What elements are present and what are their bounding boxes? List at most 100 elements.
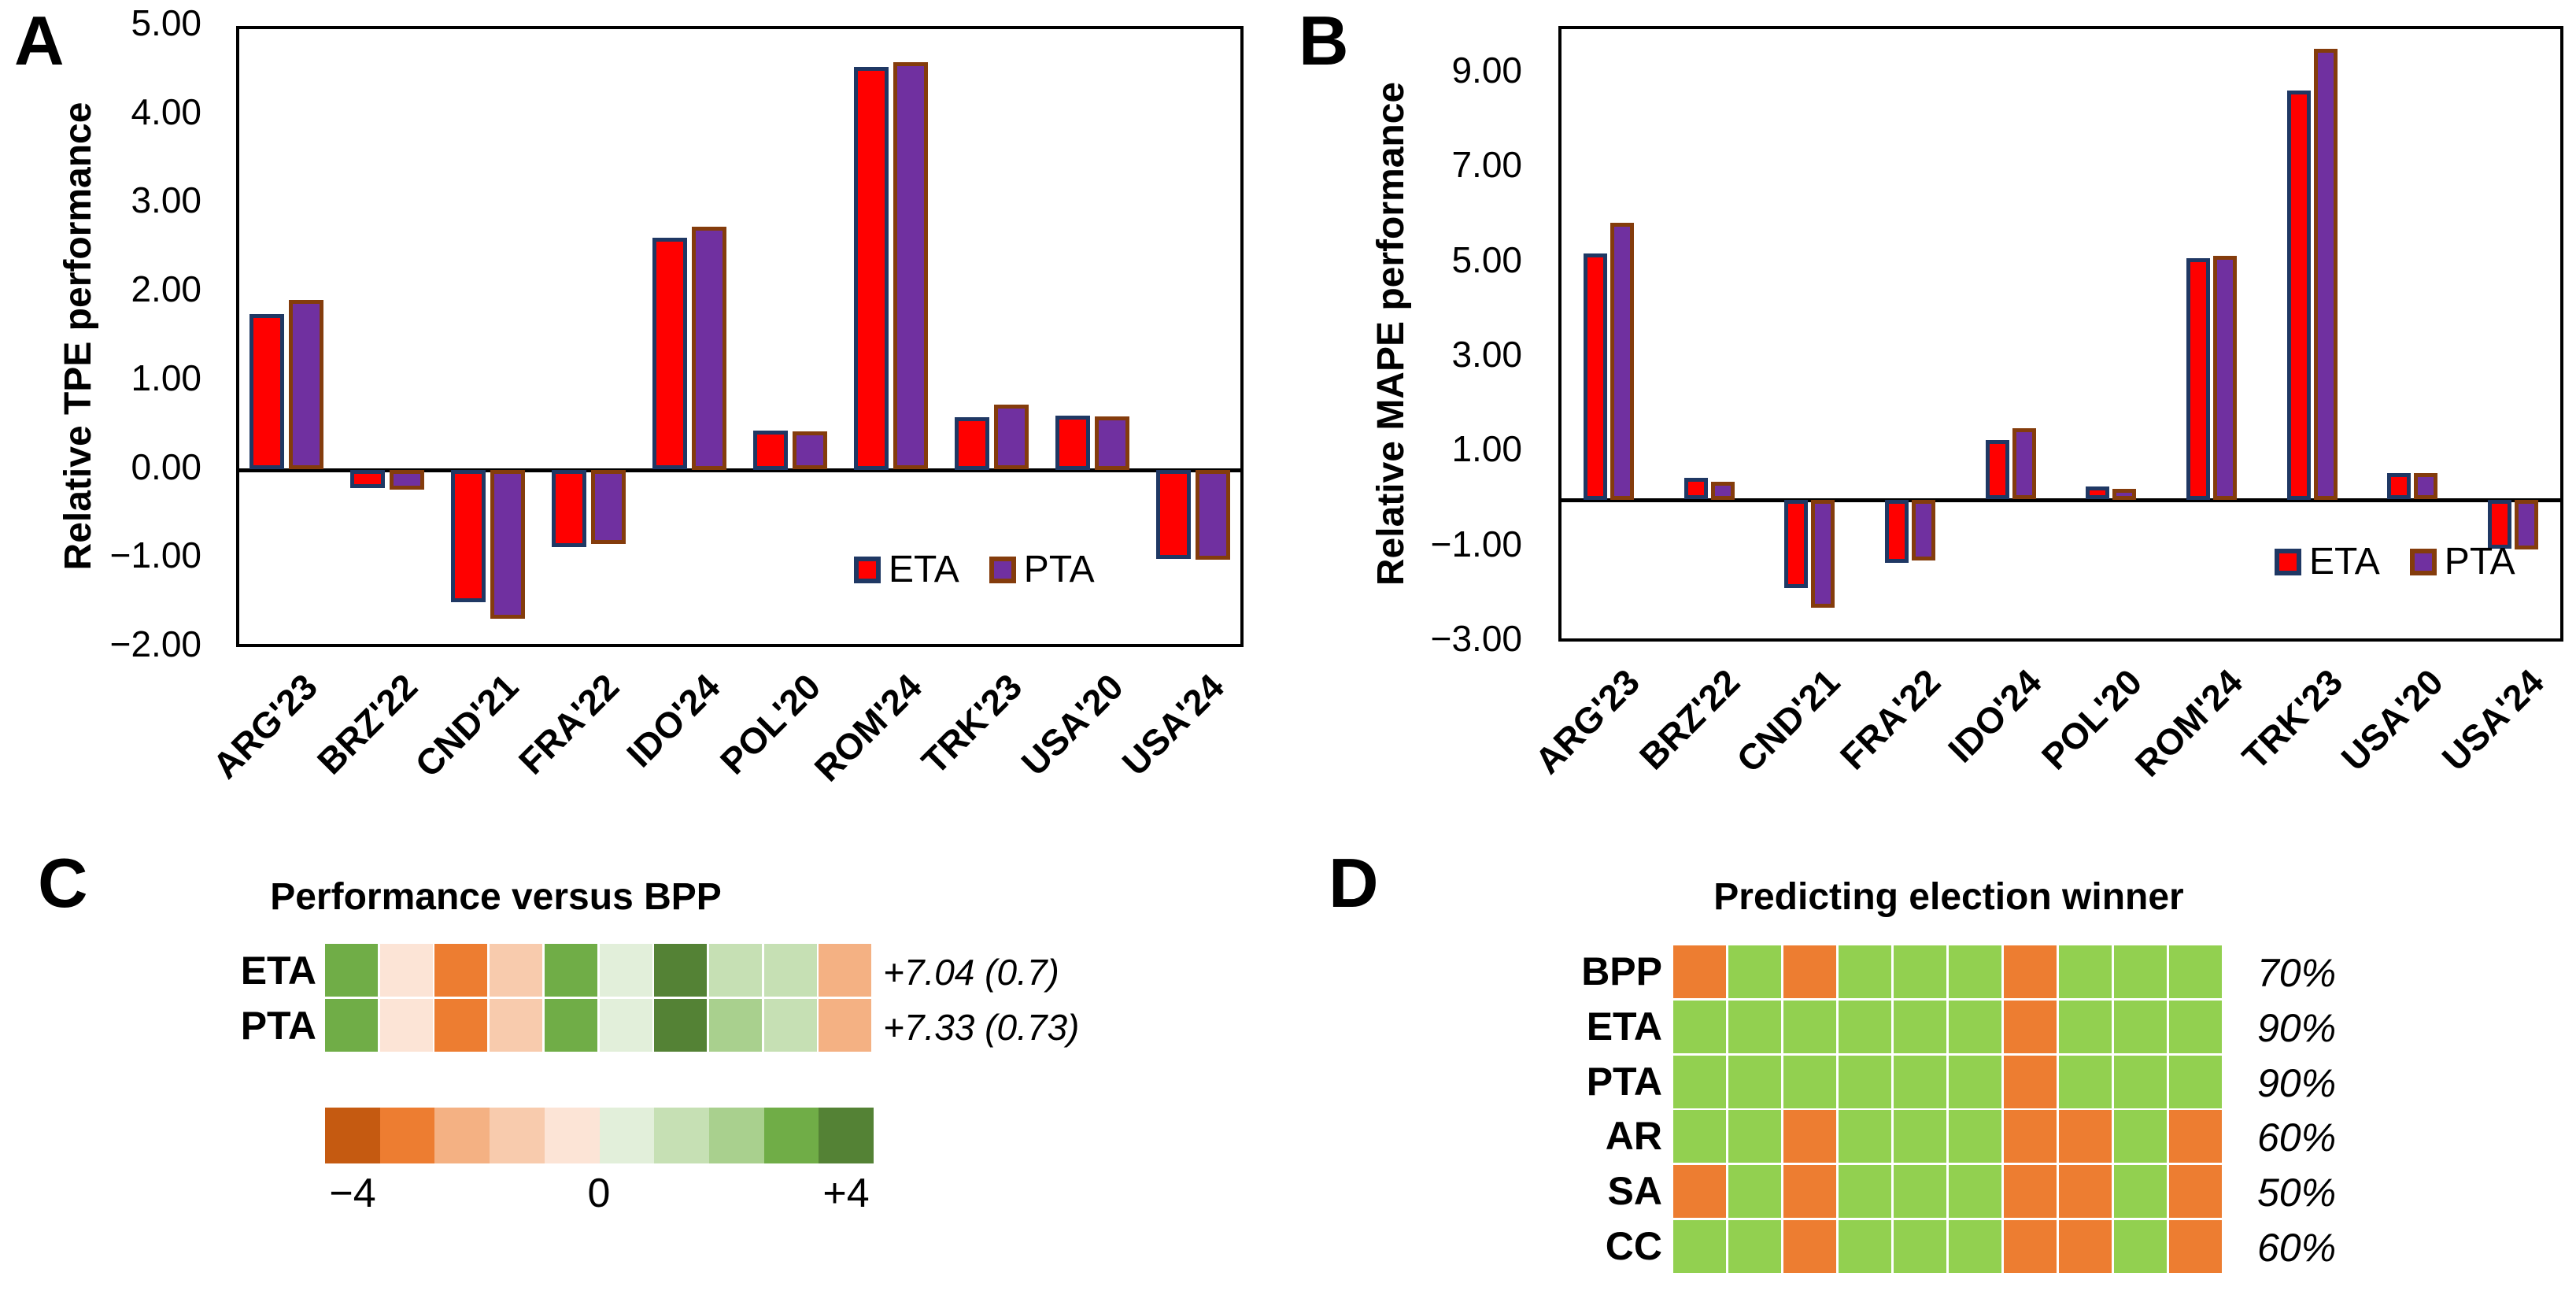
heatmap-d-cell [2004, 1056, 2057, 1108]
colorbar-tick-label: 0 [587, 1171, 611, 1216]
heatmap-d-cell [2169, 945, 2222, 998]
x-tick-label: FRA'22 [511, 665, 627, 782]
bar-ETA-ARG'23 [249, 314, 284, 469]
y-tick-label: −1.00 [109, 535, 201, 575]
legend-swatch-PTA [989, 557, 1016, 583]
bar-PTA-ARG'23 [1610, 223, 1634, 500]
heatmap-d-cell [1894, 1056, 1946, 1108]
x-tick-label: CND'21 [1728, 660, 1848, 781]
heatmap-c-cell [764, 944, 817, 997]
colorbar-cell [654, 1108, 709, 1163]
panel-d-letter: D [1329, 844, 1379, 922]
heatmap-d-cell [2169, 1001, 2222, 1053]
y-tick-label: −1.00 [1430, 523, 1522, 564]
heatmap-d-cell [2004, 1165, 2057, 1218]
colorbar-cell [764, 1108, 819, 1163]
x-tick-label: FRA'22 [1832, 660, 1949, 778]
colorbar-cell [434, 1108, 490, 1163]
bar-PTA-IDO'24 [2012, 428, 2036, 499]
heatmap-c-cell [819, 944, 871, 997]
y-tick-label: 3.00 [1451, 334, 1522, 375]
heatmap-d-cell [2059, 1110, 2112, 1163]
heatmap-d-cell [1728, 1001, 1781, 1053]
bar-ETA-IDO'24 [652, 238, 687, 469]
heatmap-d-cell [2059, 945, 2112, 998]
heatmap-c-cell [709, 944, 762, 997]
plot-frame-b [1558, 26, 2563, 642]
heatmap-d-cell [2059, 1056, 2112, 1108]
heatmap-c-cell [600, 999, 652, 1052]
heatmap-d-cell [1728, 1165, 1781, 1218]
heatmap-d-cell [1783, 1001, 1836, 1053]
bar-ETA-FRA'22 [552, 470, 586, 547]
legend-swatch-ETA [2275, 549, 2301, 575]
heatmap-d-cell [2114, 1110, 2167, 1163]
heatmap-d-cell [2114, 1056, 2167, 1108]
heatmap-d-row-label: SA [1607, 1169, 1662, 1214]
bar-PTA-ROM'24 [2213, 256, 2237, 500]
heatmap-d-cell [1728, 1110, 1781, 1163]
heatmap-d-cell [1673, 1165, 1726, 1218]
zero-axis-line [1558, 498, 2563, 502]
bar-ETA-FRA'22 [1885, 500, 1909, 563]
heatmap-c-cell [380, 944, 433, 997]
heatmap-d-cell [1894, 1220, 1946, 1273]
bar-ETA-USA'24 [1156, 470, 1191, 559]
heatmap-d-cell [1894, 1001, 1946, 1053]
heatmap-d-cell [1949, 1110, 2001, 1163]
heatmap-d-row-label: PTA [1586, 1060, 1662, 1104]
heatmap-c-cell [709, 999, 762, 1052]
panel-c-letter: C [38, 844, 88, 922]
bar-ETA-TRK'23 [2287, 91, 2311, 500]
y-tick-label: 5.00 [131, 2, 201, 43]
heatmap-d-cell [1839, 1165, 1891, 1218]
x-tick-label: USA'24 [1114, 665, 1232, 784]
bar-PTA-USA'20 [2414, 473, 2437, 499]
colorbar-tick-label: −4 [329, 1171, 376, 1216]
heatmap-d-cell [1894, 1165, 1946, 1218]
x-tick-label: BRZ'22 [309, 665, 426, 782]
legend-item-ETA: ETA [2275, 543, 2380, 581]
bar-PTA-TRK'23 [994, 405, 1029, 469]
heatmap-d-row-label: ETA [1586, 1004, 1662, 1049]
bar-ETA-ROM'24 [2186, 258, 2210, 500]
heatmap-d-cell [2004, 1001, 2057, 1053]
heatmap-d-cell [1949, 1165, 2001, 1218]
heatmap-d-cell [2114, 1220, 2167, 1273]
bar-PTA-BRZ'22 [1711, 482, 1735, 500]
legend-item-ETA: ETA [854, 551, 959, 589]
x-tick-label: USA'24 [2434, 660, 2552, 779]
legend-swatch-PTA [2409, 549, 2437, 575]
x-tick-label: ROM'24 [806, 665, 930, 790]
bar-ETA-BRZ'22 [350, 470, 385, 488]
heatmap-d-cell [1783, 1165, 1836, 1218]
heatmap-c-cell [434, 999, 487, 1052]
heatmap-d-cell [1728, 945, 1781, 998]
heatmap-d-cell [1728, 1220, 1781, 1273]
heatmap-d-percentage: 50% [2257, 1171, 2337, 1215]
y-tick-label: −2.00 [109, 623, 201, 664]
bar-ETA-CND'21 [451, 470, 486, 602]
heatmap-c-cell [545, 999, 597, 1052]
heatmap-d-percentage: 70% [2257, 951, 2337, 996]
legend-label: PTA [2444, 541, 2515, 583]
legend-item-PTA: PTA [989, 551, 1095, 589]
bar-PTA-FRA'22 [1912, 500, 1935, 560]
y-tick-label: 5.00 [1451, 239, 1522, 280]
heatmap-c-cell [325, 944, 378, 997]
heatmap-c-cell [380, 999, 433, 1052]
heatmap-c-cell [545, 944, 597, 997]
zero-axis-line [236, 468, 1244, 472]
colorbar-cell [600, 1108, 655, 1163]
heatmap-d-row-label: BPP [1581, 949, 1662, 994]
y-tick-label: 7.00 [1451, 144, 1522, 185]
bar-PTA-USA'24 [2515, 500, 2538, 549]
heatmap-d-cell [1783, 945, 1836, 998]
heatmap-d-cell [1783, 1220, 1836, 1273]
plot-frame-a [236, 26, 1244, 647]
colorbar-cell [545, 1108, 600, 1163]
heatmap-d-cell [1783, 1056, 1836, 1108]
bar-PTA-TRK'23 [2314, 49, 2338, 500]
heatmap-d-cell [1673, 1220, 1726, 1273]
x-tick-label: ARG'23 [1526, 660, 1647, 782]
